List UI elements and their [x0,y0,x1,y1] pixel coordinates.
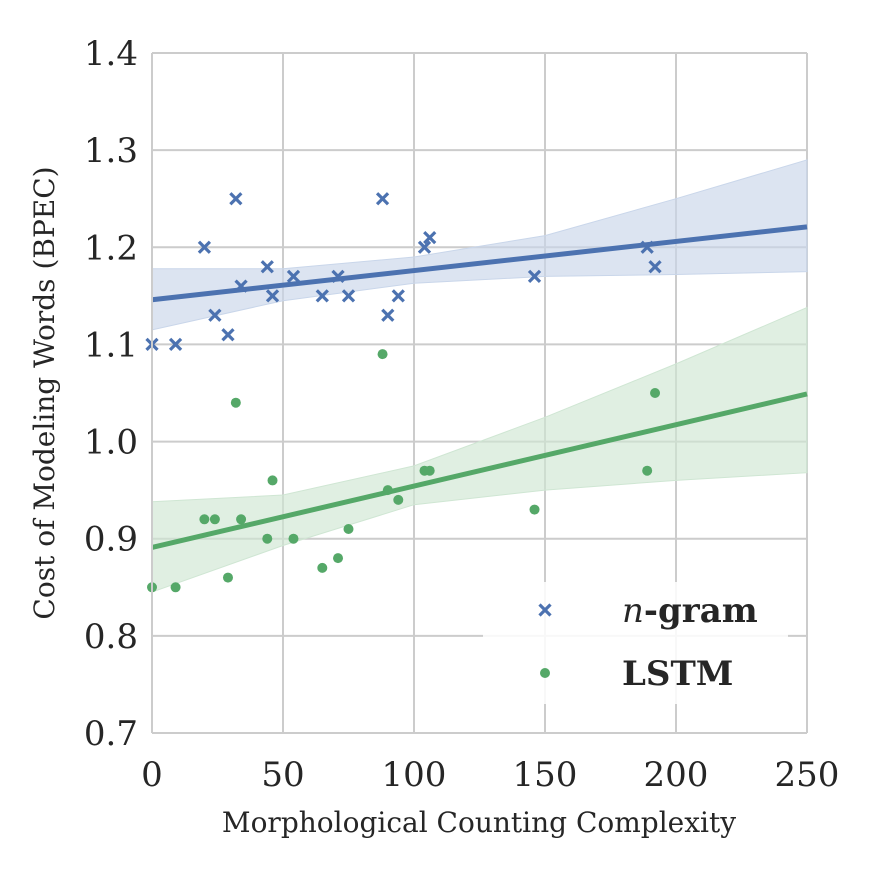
ngram-point [197,240,212,254]
x-tick-label: 0 [141,755,163,795]
ngram-point-stroke [265,289,280,303]
ngram-point-stroke [640,240,654,254]
ngram-point-stroke [648,260,662,274]
lstm-point [288,533,299,544]
ngram-point-stroke [375,192,390,206]
legend-x-glyph [538,603,552,617]
ngram-point [640,240,654,254]
ngram-point [341,289,356,303]
axes: 0 50 100 150 200 250 0.7 0.8 0.9 1.0 1.1 1.2 1.3 1.4 [84,34,840,795]
x-tick-label: 250 [775,755,840,795]
ngram-point [229,192,243,206]
ngram-point-stroke [197,240,212,254]
lstm-point [262,533,273,544]
lstm-point [424,465,435,476]
ngram-point-stroke [286,269,301,284]
y-tick-label: 0.8 [84,617,138,657]
ngram-regression-line [151,224,808,303]
y-tick-label: 1.0 [84,423,138,463]
legend: n-gram LSTM [483,582,788,704]
lstm-point [333,553,344,564]
lstm-confidence-band [151,306,808,593]
ngram-point [527,269,542,284]
lstm-regression-line [151,391,808,550]
y-tick-label: 1.3 [84,131,138,171]
data-points [145,192,662,593]
x-tick-label: 50 [261,755,304,795]
ngram-point [648,260,662,274]
y-tick-label: 1.2 [84,228,138,268]
ngram-point [286,269,301,284]
y-tick-label: 0.9 [84,520,138,560]
lstm-point [393,494,404,505]
x-tick-label: 100 [382,755,447,795]
lstm-point [209,514,220,525]
ngram-point-stroke [527,269,542,284]
lstm-point [529,504,540,515]
legend-lstm-label: LSTM [622,654,733,694]
ngram-point [375,192,390,206]
ngram-point-stroke [423,230,437,245]
ngram-point-stroke [315,289,329,303]
ngram-point-stroke [381,308,395,322]
lstm-point [650,388,661,398]
ngram-point [234,279,248,293]
ngram-point [221,328,235,342]
ngram-point [331,269,345,284]
lstm-point [236,514,247,525]
legend-ngram-marker [538,603,552,617]
lstm-point [199,514,210,525]
ngram-point-stroke [341,289,356,303]
x-tick-label: 200 [644,755,709,795]
lstm-point [222,572,233,583]
confidence-bands [151,159,808,593]
ngram-point [260,260,274,274]
lstm-point [317,562,328,573]
x-axis-label: Morphological Counting Complexity [222,806,736,839]
ngram-point [208,308,222,322]
lstm-point [642,465,653,476]
ngram-point [265,289,280,303]
ngram-point-stroke [208,308,222,322]
x-tick-label: 150 [513,755,578,795]
lstm-point [267,475,278,486]
legend-ngram-suffix: -gram [644,591,758,631]
ngram-point [423,230,437,245]
ngram-point-stroke [260,260,274,274]
lstm-point [377,349,388,360]
y-tick-label: 0.7 [84,714,138,754]
y-axis-label: Cost of Modeling Words (BPEC) [28,166,61,619]
lstm-point [343,524,354,534]
ngram-point [391,289,405,303]
legend-lstm-marker [540,668,550,678]
ngram-point-stroke [221,328,235,342]
ngram-point [417,240,432,254]
ngram-point-stroke [234,279,248,293]
lstm-point [170,582,181,593]
ngram-point-stroke [417,240,432,254]
ngram-point-stroke [168,337,183,352]
legend-x-glyph-stroke [538,603,552,617]
legend-ngram-label: n-gram [622,591,758,631]
regression-lines [151,224,808,550]
ngram-point [315,289,329,303]
lstm-point [230,397,241,408]
ngram-point-stroke [229,192,243,206]
ngram-point [381,308,395,322]
ngram-point [168,337,183,352]
ngram-point-stroke [391,289,405,303]
y-tick-label: 1.1 [84,325,138,365]
ngram-point-stroke [331,269,345,284]
legend-ngram-prefix: n [622,591,644,631]
ngram-confidence-band [151,159,808,331]
y-tick-label: 1.4 [84,34,138,74]
lstm-point [382,485,393,496]
legend-background [483,582,788,704]
